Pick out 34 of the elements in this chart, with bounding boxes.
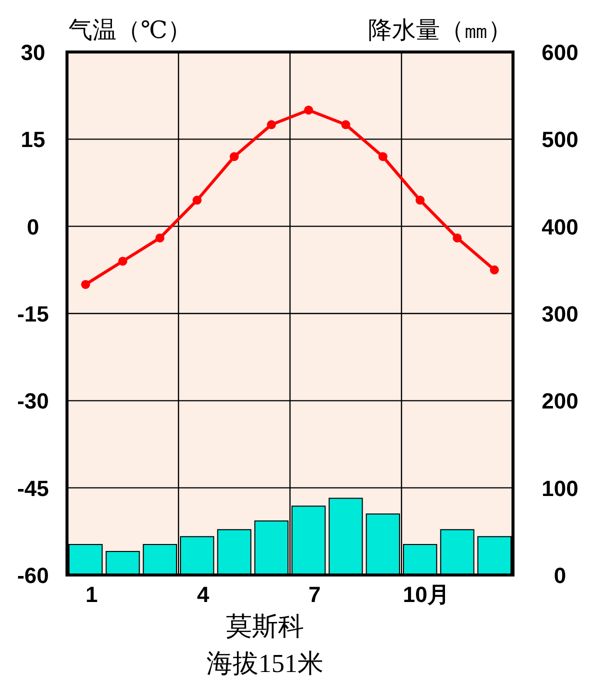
y-tick-label: 15 (20, 127, 46, 152)
x-tick-label: 7 (308, 582, 321, 607)
y2-tick-label: 600 (542, 40, 578, 65)
y2-tick-label: 200 (542, 388, 578, 414)
point (416, 196, 425, 205)
point (118, 256, 128, 266)
y2-tick-label: 400 (542, 214, 578, 240)
y2-tick-label: 0 (554, 563, 566, 588)
point (81, 280, 90, 289)
y2-tick-label: 500 (542, 127, 578, 152)
point (341, 120, 350, 130)
y-tick-label: -60 (17, 563, 49, 588)
y2-tick-label: 300 (542, 302, 578, 326)
y-tick-label: 30 (20, 40, 46, 65)
x-tick-label: 1 (85, 582, 98, 607)
x-tick-label: 4 (196, 582, 210, 607)
text: 莫斯科 (226, 612, 304, 641)
y-axis-title: 气温（℃） (68, 18, 192, 44)
y-tick-label: 0 (26, 214, 40, 240)
point (304, 106, 314, 115)
x-tick-label: 10月 (402, 582, 450, 607)
y-tick-label: -45 (17, 476, 49, 501)
point (155, 233, 164, 242)
point (490, 265, 499, 274)
point (230, 152, 239, 162)
point (266, 120, 276, 130)
point (378, 152, 388, 162)
point (452, 233, 462, 242)
y2-axis-title: 降水量（㎜） (368, 18, 512, 44)
point (192, 196, 202, 205)
y-tick-label: -30 (17, 388, 49, 414)
text: 海拔151米 (206, 649, 324, 678)
y-tick-label: -15 (17, 302, 49, 326)
y2-tick-label: 100 (542, 476, 578, 501)
